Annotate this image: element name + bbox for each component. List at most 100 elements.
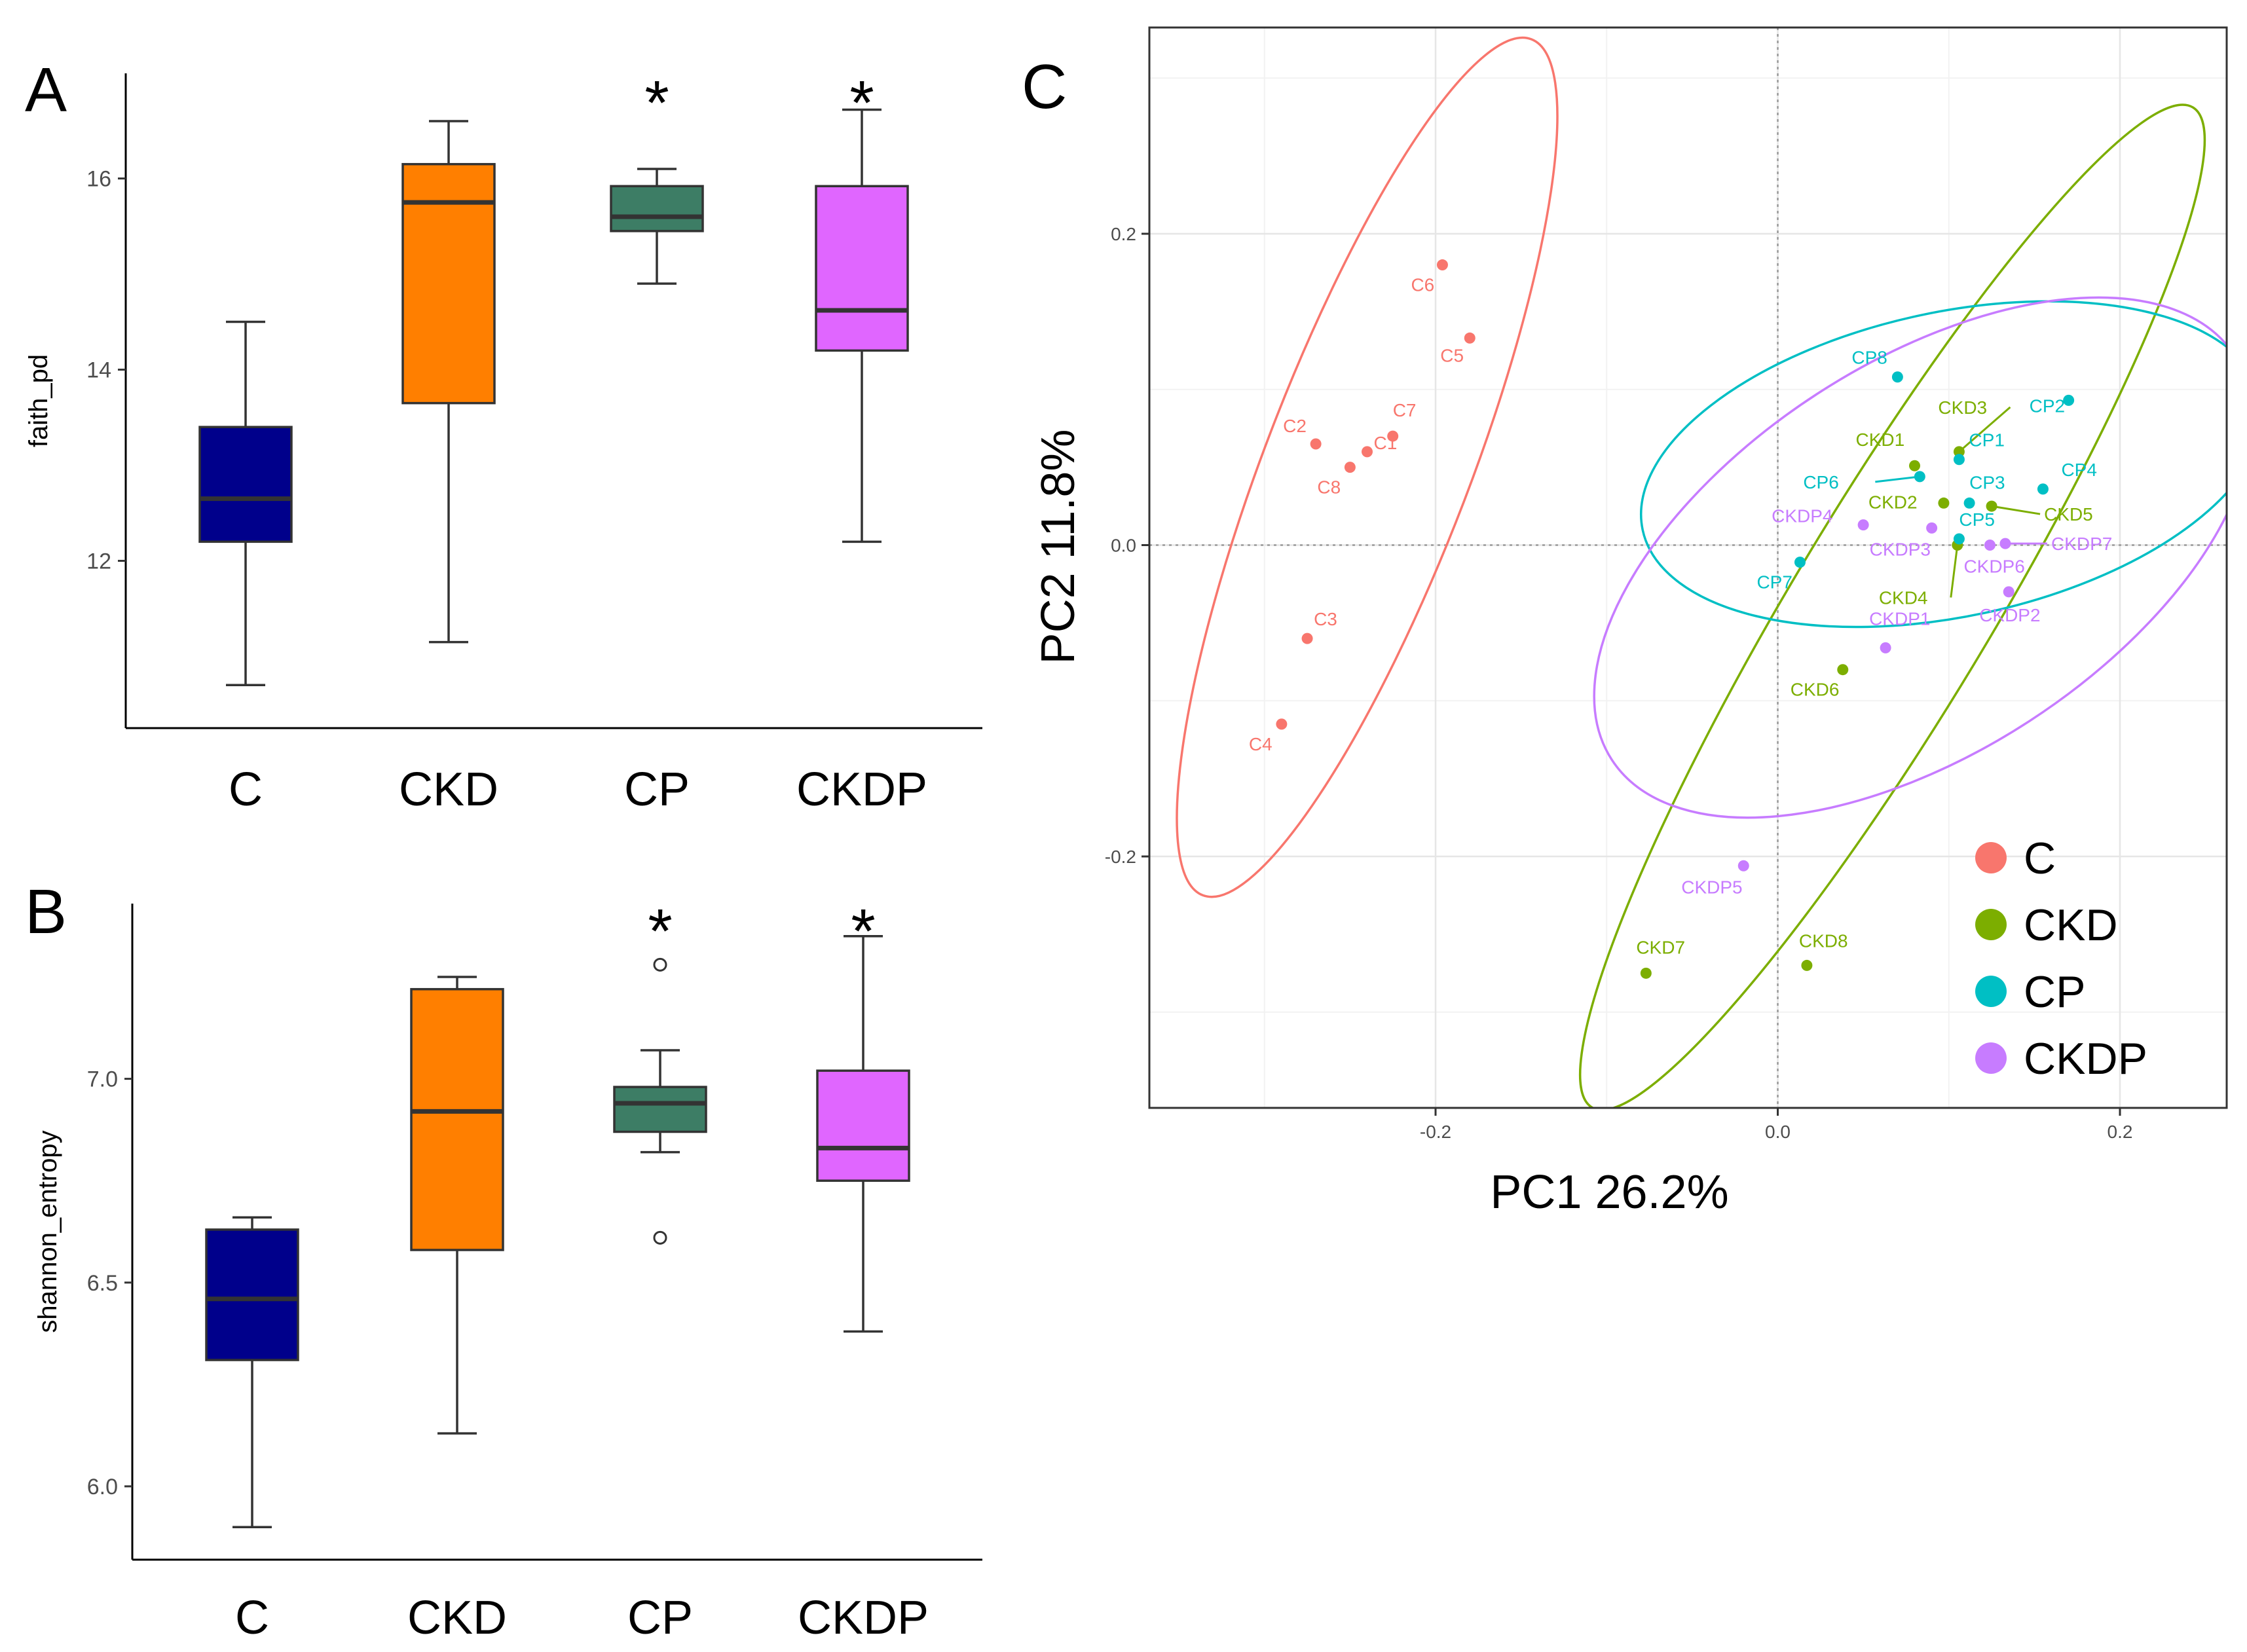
pca-point-cp6 xyxy=(1914,471,1925,483)
y-tick-label: 12 xyxy=(86,549,111,574)
legend-key-cp xyxy=(1975,976,2007,1007)
significance-star: * xyxy=(644,68,669,138)
box-c xyxy=(198,426,293,543)
pca-point-label: CKDP2 xyxy=(1979,605,2040,625)
pca-point-cp5 xyxy=(1953,533,1965,545)
confidence-ellipse-c xyxy=(1176,36,1559,898)
pca-point-c5 xyxy=(1464,332,1476,344)
pca-point-c3 xyxy=(1301,633,1313,644)
pca-point-ckdp1 xyxy=(1880,642,1891,653)
plot-background xyxy=(1149,28,2227,1108)
pca-point-label: CKDP1 xyxy=(1869,608,1930,629)
confidence-ellipse-cp xyxy=(1640,300,2227,629)
label-leader-line xyxy=(1958,406,2011,452)
pca-point-label: CKD2 xyxy=(1868,492,1918,512)
y-tick-label: 6.0 xyxy=(87,1475,118,1499)
pca-point-cp3 xyxy=(1963,497,1975,509)
pca-point-ckd1 xyxy=(1909,460,1920,471)
pca-point-cp4 xyxy=(2037,483,2049,495)
pca-point-label: C6 xyxy=(1411,275,1434,295)
pca-point-label: C3 xyxy=(1314,609,1337,629)
x-category-label: CKD xyxy=(407,1592,507,1644)
x-tick-label: 0.2 xyxy=(2108,1122,2133,1142)
pca-point-label: CKDP7 xyxy=(2051,534,2112,554)
y-tick-label: 6.5 xyxy=(87,1271,118,1296)
box-ckd xyxy=(410,987,504,1251)
panel-letter: C xyxy=(1022,52,1067,122)
pca-point-label: CKDP4 xyxy=(1772,506,1832,526)
grid xyxy=(1149,28,2227,1108)
pca-point-label: CKD1 xyxy=(1856,430,1905,450)
y-tick-label: -0.2 xyxy=(1105,847,1136,867)
pca-point-label: CKD7 xyxy=(1636,937,1685,957)
panel-c-pca-scatter: CC1C2C3C4C5C6C7C8CKD1CKD2CKD3CKD4CKD5CKD… xyxy=(1022,26,2228,1219)
significance-star: * xyxy=(851,896,875,966)
x-tick-label: 0.0 xyxy=(1765,1122,1791,1142)
pca-point-ckdp5 xyxy=(1737,860,1749,872)
y-tick-label: 0.2 xyxy=(1111,224,1136,244)
box-ckdp xyxy=(816,1069,910,1182)
pca-point-label: CKD5 xyxy=(2044,504,2093,524)
pca-point-c7 xyxy=(1387,430,1399,442)
pca-point-label: C2 xyxy=(1283,416,1307,436)
pca-point-label: C4 xyxy=(1249,734,1272,754)
pca-point-label: CKD3 xyxy=(1938,397,1987,418)
pca-point-label: CKDP3 xyxy=(1870,539,1931,559)
pca-point-label: CP8 xyxy=(1851,348,1887,368)
pca-point-cp1 xyxy=(1953,454,1965,466)
legend-key-ckdp xyxy=(1975,1042,2007,1074)
pca-point-ckd6 xyxy=(1837,664,1849,676)
plot-border xyxy=(1148,26,2228,1109)
box-c xyxy=(205,1228,299,1361)
pca-point-label: C8 xyxy=(1317,477,1341,498)
pca-point-ckdp6 xyxy=(1984,540,1996,551)
pca-point-label: CP2 xyxy=(2030,395,2065,416)
outlier-point xyxy=(653,957,667,972)
pca-point-label: CKD6 xyxy=(1791,680,1840,700)
panel-letter: B xyxy=(25,877,67,947)
y-tick-label: 7.0 xyxy=(87,1067,118,1092)
pca-point-c1 xyxy=(1362,446,1373,458)
y-tick-label: 16 xyxy=(86,167,111,192)
pca-point-ckd8 xyxy=(1801,959,1813,971)
label-leader-line xyxy=(1875,475,1920,483)
y-axis-title: PC2 11.8% xyxy=(1032,430,1085,665)
legend-label: CKDP xyxy=(2024,1034,2147,1084)
x-category-label: C xyxy=(229,763,263,816)
x-category-label: CKDP xyxy=(796,763,927,816)
pca-point-label: CKDP5 xyxy=(1681,877,1742,897)
pca-point-ckd7 xyxy=(1640,967,1652,979)
panel-a-faith-pd-boxplot: A 12 14 16 faith_pd C CKD CP * CKDP * xyxy=(24,55,982,816)
panel-b-shannon-entropy-boxplot: B 6.0 6.5 7.0 shannon_entropy C CKD CP * CKDP * xyxy=(25,877,982,1644)
x-category-label: C xyxy=(235,1592,269,1644)
x-category-label: CKDP xyxy=(798,1592,929,1644)
pca-point-ckdp3 xyxy=(1926,522,1938,534)
legend-key-c xyxy=(1975,842,2007,873)
pca-point-ckdp2 xyxy=(2003,586,2015,598)
x-category-label: CKD xyxy=(399,763,498,816)
pca-point-label: CKDP6 xyxy=(1963,557,2024,577)
box-cp xyxy=(613,1086,707,1133)
pca-point-label: C5 xyxy=(1440,345,1464,365)
label-leader-line xyxy=(1991,505,2041,515)
legend-label: CKD xyxy=(2024,900,2118,950)
panel-letter: A xyxy=(25,55,67,125)
x-axis-title: PC1 26.2% xyxy=(1490,1166,1728,1219)
pca-point-label: CP1 xyxy=(1969,430,2004,450)
pca-point-label: CKD4 xyxy=(1879,588,1928,608)
pca-point-cp2 xyxy=(2063,394,2075,406)
pca-point-label: CP3 xyxy=(1969,472,2005,492)
box-cp xyxy=(610,185,704,232)
pca-point-c6 xyxy=(1436,259,1448,271)
x-category-label: CP xyxy=(624,763,690,816)
x-category-label: CP xyxy=(627,1592,693,1644)
pca-point-label: CP4 xyxy=(2061,460,2096,480)
label-leader-line xyxy=(1950,545,1959,598)
pca-point-cp7 xyxy=(1794,557,1806,568)
y-axis-title: shannon_entropy xyxy=(33,1130,62,1332)
pca-point-c8 xyxy=(1344,462,1356,473)
pca-point-c2 xyxy=(1310,438,1322,450)
box-ckdp xyxy=(815,185,909,352)
significance-star: * xyxy=(849,68,874,138)
